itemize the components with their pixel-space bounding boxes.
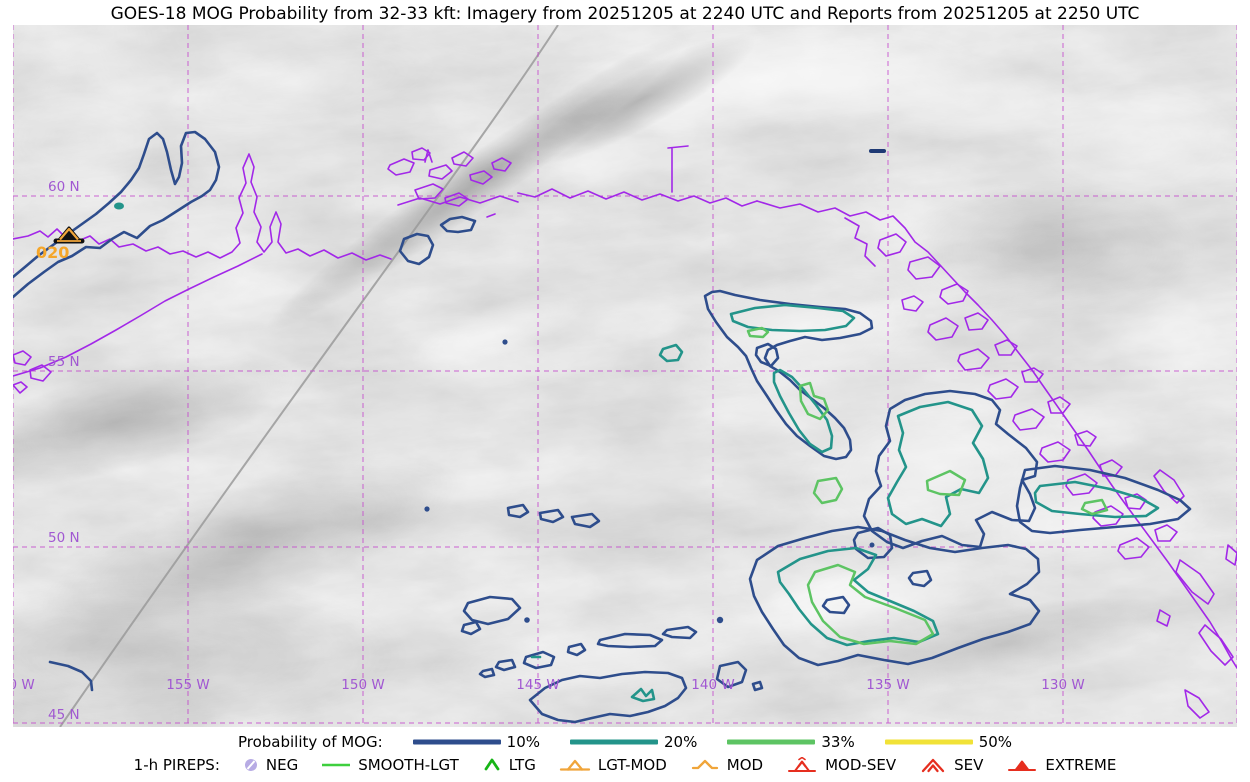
contour-prob-33 (746, 326, 1109, 646)
legend-pirep-neg: NEG (242, 756, 298, 774)
legend-mog-item-10: 10% (412, 733, 541, 751)
legend-mog-item-50: 50% (884, 733, 1013, 751)
coastlines (12, 145, 1238, 719)
legend-mog-title: Probability of MOG: (237, 733, 383, 751)
lat-label: 45 N (48, 707, 80, 723)
legend-pirep-label: EXTREME (1045, 756, 1117, 774)
page-title: GOES-18 MOG Probability from 32-33 kft: … (110, 4, 1140, 24)
legend-pirep-label: LTG (508, 756, 536, 774)
graticule-labels: 60 N 55 N 50 N 45 N 160 W 155 W 150 W 14… (0, 179, 1085, 723)
legend-pirep-extreme: EXTREME (1005, 756, 1116, 774)
mod-sev-icon (788, 756, 817, 772)
legend-mog-item-33: 33% (727, 733, 855, 751)
legend-mog: Probability of MOG: 10% 20% 33% 50% (0, 733, 1250, 751)
mod-icon (691, 759, 718, 770)
legend-pirep-label: MOD (726, 756, 764, 774)
contour-prob-20 (530, 303, 1160, 703)
prob-10-line-swatch (412, 739, 501, 745)
prob-20-line-swatch (570, 739, 659, 745)
legend-pirep-label: SMOOTH-LGT (358, 756, 459, 774)
svg-text:020: 020 (36, 243, 69, 262)
prob-50-line-swatch (884, 739, 973, 745)
legend-pirep-mod-sev: MOD-SEV (785, 756, 896, 774)
ltg-icon (484, 758, 500, 771)
lat-label: 60 N (48, 179, 80, 195)
legend-pirep-label: SEV (954, 756, 984, 774)
extreme-icon (1008, 760, 1037, 771)
terminator-line (59, 24, 559, 728)
legend-pirep-label: MOD-SEV (825, 756, 897, 774)
prob-33-line-swatch (727, 739, 816, 745)
legend-mog-label: 50% (978, 733, 1013, 751)
legend-pirep-label: LGT-MOD (597, 756, 667, 774)
legend-pirep-label: NEG (265, 756, 299, 774)
legend-mog-label: 20% (664, 733, 698, 751)
lon-label: 160 W (13, 677, 35, 693)
lon-label: 145 W (516, 677, 559, 693)
lon-label: 155 W (166, 677, 209, 693)
contour-prob-20-dots (114, 202, 124, 210)
legend-pirep-ltg: LTG (481, 756, 536, 774)
neg-icon (244, 759, 257, 771)
lon-label: 130 W (1041, 677, 1084, 693)
lon-label: 140 W (691, 677, 734, 693)
legend-pireps-title: 1-h PIREPS: (133, 756, 220, 774)
smooth-lgt-icon (322, 763, 351, 767)
legend-pirep-lgt-mod: LGT-MOD (558, 756, 667, 774)
lat-label: 55 N (48, 354, 80, 370)
legend-pireps: 1-h PIREPS: NEG SMOOTH-LGT LTG (0, 756, 1250, 774)
legend-pirep-smooth-lgt: SMOOTH-LGT (320, 756, 459, 774)
sev-icon (921, 758, 945, 772)
legend-mog-item-20: 20% (570, 733, 697, 751)
contour-prob-10-dots (424, 339, 875, 624)
lon-label: 150 W (341, 677, 384, 693)
pirep-report-symbol (53, 226, 85, 244)
lgt-mod-icon (559, 759, 590, 771)
legend-pirep-mod: MOD (689, 756, 763, 774)
pirep-altitude-label: 020 (36, 243, 69, 262)
lat-label: 50 N (48, 530, 80, 546)
lon-label: 135 W (866, 677, 909, 693)
legend-mog-label: 10% (506, 733, 541, 751)
legend-pirep-sev: SEV (918, 756, 983, 774)
legend-mog-label: 33% (821, 733, 855, 751)
